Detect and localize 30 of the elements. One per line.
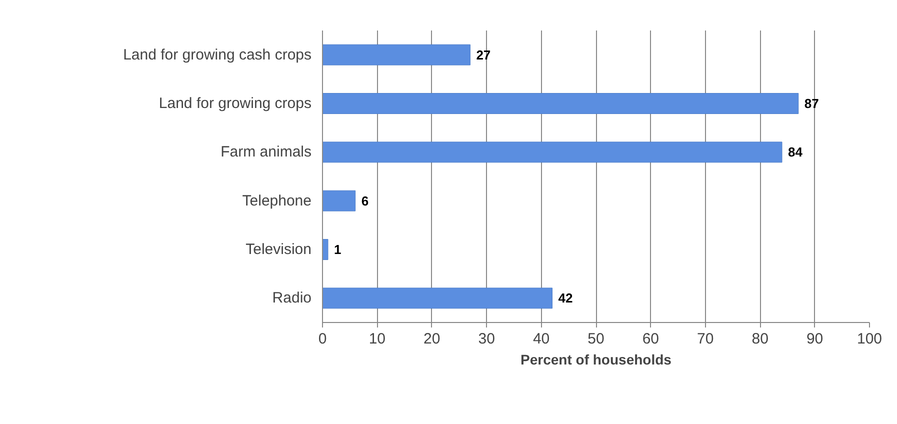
x-tick-label: 50	[588, 330, 604, 348]
x-tick-label: 30	[478, 330, 495, 348]
data-label: 6	[361, 193, 369, 208]
x-tick-label: 10	[368, 330, 386, 348]
bar	[322, 93, 799, 114]
y-tick-label: Television	[246, 241, 312, 258]
data-label: 27	[476, 47, 491, 62]
y-tick-label: Telephone	[242, 192, 312, 210]
x-tick-label: 60	[642, 330, 660, 348]
bar	[322, 190, 356, 212]
y-tick-label: Land for growing cash crops	[123, 46, 312, 64]
x-tick-label: 100	[856, 330, 882, 348]
bar	[322, 142, 782, 163]
x-axis-title: Percent of households	[520, 352, 672, 368]
data-label: 1	[334, 242, 342, 257]
x-tick-label: 90	[806, 330, 824, 348]
x-tick-label: 80	[752, 330, 768, 348]
x-tick-label: 70	[697, 330, 714, 348]
x-tick-label: 40	[532, 330, 550, 348]
x-tick-label: 0	[318, 330, 327, 348]
y-tick-label: Radio	[272, 290, 312, 307]
bar	[322, 239, 328, 260]
bar	[322, 288, 552, 309]
data-label: 84	[788, 144, 804, 160]
data-label: 87	[804, 96, 819, 111]
y-tick-label: Land for growing crops	[158, 95, 312, 112]
x-tick-label: 20	[424, 330, 440, 348]
y-tick-label: Farm animals	[220, 144, 312, 161]
bar	[322, 44, 470, 66]
data-label: 42	[558, 290, 573, 306]
